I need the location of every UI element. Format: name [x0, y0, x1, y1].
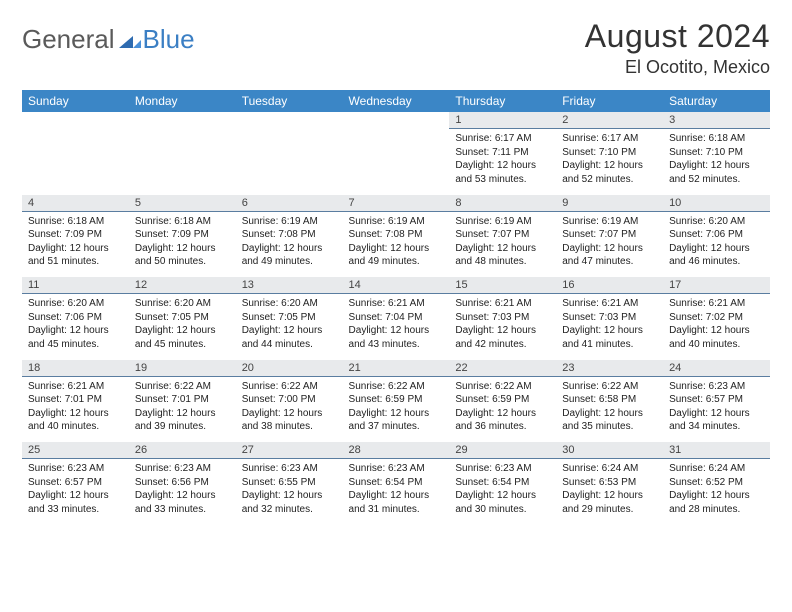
- day-detail-cell: Sunrise: 6:20 AMSunset: 7:06 PMDaylight:…: [663, 211, 770, 277]
- logo-text-blue: Blue: [143, 24, 195, 55]
- day-number-cell: 27: [236, 442, 343, 459]
- day-detail-cell: Sunrise: 6:17 AMSunset: 7:10 PMDaylight:…: [556, 129, 663, 195]
- day-detail-cell: Sunrise: 6:21 AMSunset: 7:01 PMDaylight:…: [22, 376, 129, 442]
- day-number-cell: 5: [129, 195, 236, 212]
- day-detail-cell: Sunrise: 6:23 AMSunset: 6:54 PMDaylight:…: [343, 459, 450, 525]
- day-number-cell: 2: [556, 112, 663, 129]
- logo-mark-icon: [119, 24, 141, 55]
- day-number-cell: 24: [663, 360, 770, 377]
- weekday-header: Saturday: [663, 90, 770, 112]
- day-number-cell: 1: [449, 112, 556, 129]
- day-number-cell: 28: [343, 442, 450, 459]
- day-number-cell: 9: [556, 195, 663, 212]
- title-block: August 2024 El Ocotito, Mexico: [585, 18, 770, 78]
- day-number-cell: [129, 112, 236, 129]
- day-number-cell: 8: [449, 195, 556, 212]
- day-number-row: 18192021222324: [22, 360, 770, 377]
- day-detail-cell: Sunrise: 6:24 AMSunset: 6:52 PMDaylight:…: [663, 459, 770, 525]
- day-number-cell: 7: [343, 195, 450, 212]
- day-detail-cell: [129, 129, 236, 195]
- day-detail-cell: Sunrise: 6:23 AMSunset: 6:57 PMDaylight:…: [663, 376, 770, 442]
- day-detail-row: Sunrise: 6:18 AMSunset: 7:09 PMDaylight:…: [22, 211, 770, 277]
- logo-text-gray: General: [22, 24, 115, 55]
- day-number-cell: 17: [663, 277, 770, 294]
- day-number-cell: 4: [22, 195, 129, 212]
- day-number-row: 123: [22, 112, 770, 129]
- calendar-table: Sunday Monday Tuesday Wednesday Thursday…: [22, 90, 770, 525]
- calendar-page: General Blue August 2024 El Ocotito, Mexi…: [0, 0, 792, 535]
- day-detail-cell: Sunrise: 6:21 AMSunset: 7:03 PMDaylight:…: [556, 294, 663, 360]
- day-number-cell: 31: [663, 442, 770, 459]
- day-detail-row: Sunrise: 6:20 AMSunset: 7:06 PMDaylight:…: [22, 294, 770, 360]
- day-number-cell: 10: [663, 195, 770, 212]
- day-number-cell: [22, 112, 129, 129]
- day-detail-cell: Sunrise: 6:19 AMSunset: 7:07 PMDaylight:…: [449, 211, 556, 277]
- day-number-cell: 18: [22, 360, 129, 377]
- day-detail-cell: Sunrise: 6:21 AMSunset: 7:04 PMDaylight:…: [343, 294, 450, 360]
- day-detail-row: Sunrise: 6:23 AMSunset: 6:57 PMDaylight:…: [22, 459, 770, 525]
- day-number-cell: 30: [556, 442, 663, 459]
- day-number-cell: 15: [449, 277, 556, 294]
- day-detail-row: Sunrise: 6:17 AMSunset: 7:11 PMDaylight:…: [22, 129, 770, 195]
- day-number-cell: 22: [449, 360, 556, 377]
- day-number-cell: 12: [129, 277, 236, 294]
- day-number-cell: 3: [663, 112, 770, 129]
- day-detail-cell: Sunrise: 6:23 AMSunset: 6:56 PMDaylight:…: [129, 459, 236, 525]
- day-detail-cell: Sunrise: 6:19 AMSunset: 7:08 PMDaylight:…: [236, 211, 343, 277]
- day-number-row: 45678910: [22, 195, 770, 212]
- day-number-cell: 26: [129, 442, 236, 459]
- weekday-header: Wednesday: [343, 90, 450, 112]
- logo: General Blue: [22, 18, 195, 55]
- weekday-header-row: Sunday Monday Tuesday Wednesday Thursday…: [22, 90, 770, 112]
- header: General Blue August 2024 El Ocotito, Mexi…: [22, 18, 770, 78]
- day-number-cell: [343, 112, 450, 129]
- day-detail-cell: [236, 129, 343, 195]
- day-number-cell: 23: [556, 360, 663, 377]
- day-detail-cell: Sunrise: 6:22 AMSunset: 6:59 PMDaylight:…: [343, 376, 450, 442]
- day-detail-cell: Sunrise: 6:23 AMSunset: 6:57 PMDaylight:…: [22, 459, 129, 525]
- day-number-cell: 16: [556, 277, 663, 294]
- day-detail-row: Sunrise: 6:21 AMSunset: 7:01 PMDaylight:…: [22, 376, 770, 442]
- day-detail-cell: Sunrise: 6:21 AMSunset: 7:03 PMDaylight:…: [449, 294, 556, 360]
- day-detail-cell: Sunrise: 6:20 AMSunset: 7:06 PMDaylight:…: [22, 294, 129, 360]
- calendar-body: 123Sunrise: 6:17 AMSunset: 7:11 PMDaylig…: [22, 112, 770, 525]
- day-number-row: 11121314151617: [22, 277, 770, 294]
- day-number-cell: 6: [236, 195, 343, 212]
- day-detail-cell: Sunrise: 6:20 AMSunset: 7:05 PMDaylight:…: [129, 294, 236, 360]
- day-number-cell: 11: [22, 277, 129, 294]
- weekday-header: Friday: [556, 90, 663, 112]
- day-detail-cell: Sunrise: 6:24 AMSunset: 6:53 PMDaylight:…: [556, 459, 663, 525]
- day-number-row: 25262728293031: [22, 442, 770, 459]
- day-detail-cell: Sunrise: 6:22 AMSunset: 6:58 PMDaylight:…: [556, 376, 663, 442]
- day-detail-cell: Sunrise: 6:19 AMSunset: 7:07 PMDaylight:…: [556, 211, 663, 277]
- day-number-cell: 29: [449, 442, 556, 459]
- day-number-cell: 25: [22, 442, 129, 459]
- day-detail-cell: Sunrise: 6:22 AMSunset: 6:59 PMDaylight:…: [449, 376, 556, 442]
- day-detail-cell: Sunrise: 6:18 AMSunset: 7:09 PMDaylight:…: [129, 211, 236, 277]
- weekday-header: Sunday: [22, 90, 129, 112]
- day-number-cell: 13: [236, 277, 343, 294]
- day-detail-cell: Sunrise: 6:18 AMSunset: 7:10 PMDaylight:…: [663, 129, 770, 195]
- day-detail-cell: Sunrise: 6:21 AMSunset: 7:02 PMDaylight:…: [663, 294, 770, 360]
- day-number-cell: [236, 112, 343, 129]
- day-detail-cell: Sunrise: 6:19 AMSunset: 7:08 PMDaylight:…: [343, 211, 450, 277]
- day-detail-cell: Sunrise: 6:20 AMSunset: 7:05 PMDaylight:…: [236, 294, 343, 360]
- weekday-header: Thursday: [449, 90, 556, 112]
- day-detail-cell: [22, 129, 129, 195]
- page-title: August 2024: [585, 18, 770, 55]
- day-detail-cell: Sunrise: 6:17 AMSunset: 7:11 PMDaylight:…: [449, 129, 556, 195]
- day-number-cell: 14: [343, 277, 450, 294]
- weekday-header: Tuesday: [236, 90, 343, 112]
- day-detail-cell: Sunrise: 6:22 AMSunset: 7:01 PMDaylight:…: [129, 376, 236, 442]
- day-detail-cell: [343, 129, 450, 195]
- day-detail-cell: Sunrise: 6:23 AMSunset: 6:54 PMDaylight:…: [449, 459, 556, 525]
- day-detail-cell: Sunrise: 6:23 AMSunset: 6:55 PMDaylight:…: [236, 459, 343, 525]
- day-number-cell: 21: [343, 360, 450, 377]
- weekday-header: Monday: [129, 90, 236, 112]
- day-detail-cell: Sunrise: 6:22 AMSunset: 7:00 PMDaylight:…: [236, 376, 343, 442]
- day-number-cell: 20: [236, 360, 343, 377]
- day-number-cell: 19: [129, 360, 236, 377]
- day-detail-cell: Sunrise: 6:18 AMSunset: 7:09 PMDaylight:…: [22, 211, 129, 277]
- location-label: El Ocotito, Mexico: [585, 57, 770, 78]
